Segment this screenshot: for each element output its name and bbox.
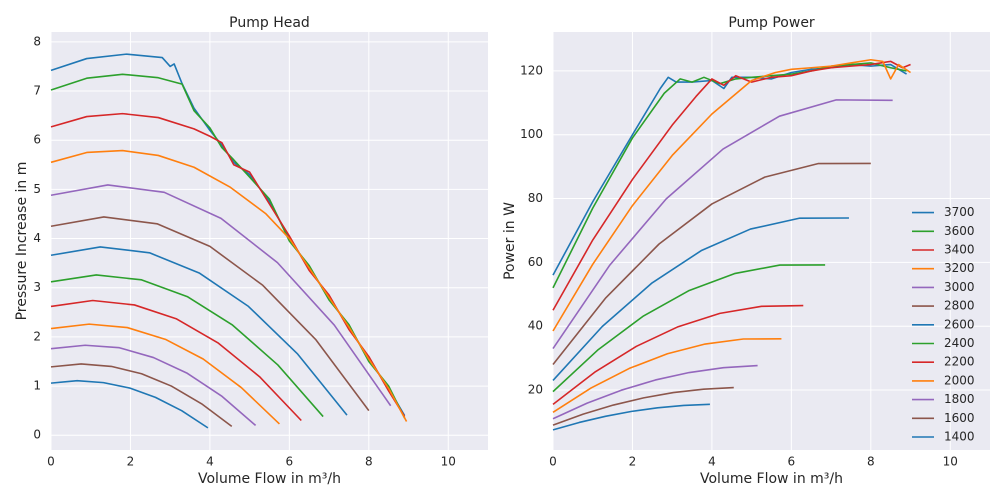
curve [50, 344, 257, 427]
y-tick-label: 120 [520, 63, 543, 77]
x-tick-label: 8 [867, 455, 875, 469]
x-axis-label: Volume Flow in m³/h [198, 471, 341, 487]
legend-label: 2800 [944, 299, 975, 313]
y-tick-label: 3 [33, 280, 41, 294]
x-tick-label: 8 [365, 455, 373, 469]
curve [552, 162, 871, 365]
curve [552, 264, 826, 393]
legend-label: 1400 [944, 430, 975, 444]
y-tick-label: 20 [528, 383, 543, 397]
y-tick-label: 1 [33, 379, 41, 393]
legend-label: 3600 [944, 224, 975, 238]
x-axis-label: Volume Flow in m³/h [700, 471, 843, 487]
curve [50, 363, 233, 428]
curve [552, 338, 782, 414]
curve [50, 299, 302, 422]
legend: 3700 3600 3400 3200 3000 2800 2600 2400 2200 2000… [912, 205, 975, 444]
y-axis-label: Power in W [502, 202, 518, 280]
x-tick-label: 2 [629, 455, 637, 469]
legend-label: 2000 [944, 373, 975, 387]
curve [552, 304, 804, 406]
legend-label: 3000 [944, 280, 975, 294]
curve [50, 149, 408, 422]
legend-label: 1600 [944, 411, 975, 425]
legend-label: 1800 [944, 392, 975, 406]
legend-label: 2200 [944, 355, 975, 369]
curve [50, 379, 209, 429]
y-tick-label: 2 [33, 329, 41, 343]
x-tick-label: 0 [47, 455, 55, 469]
y-tick-label: 4 [33, 231, 41, 245]
curve [552, 364, 758, 420]
x-tick-label: 0 [549, 455, 557, 469]
legend-label: 3700 [944, 205, 975, 219]
curve [50, 323, 280, 425]
x-tick-label: 10 [441, 455, 456, 469]
x-tick-label: 6 [286, 455, 294, 469]
curve [552, 60, 911, 311]
y-tick-label: 100 [520, 127, 543, 141]
curve [552, 403, 710, 431]
y-tick-label: 80 [528, 191, 543, 205]
legend-label: 3200 [944, 261, 975, 275]
x-tick-label: 6 [788, 455, 796, 469]
y-tick-label: 5 [33, 182, 41, 196]
curve [50, 184, 392, 407]
y-axis-label: Pressure Increase in m [14, 162, 30, 321]
x-tick-label: 10 [943, 455, 958, 469]
chart-title: Pump Power [728, 15, 815, 31]
y-tick-label: 0 [33, 428, 41, 442]
curve [552, 58, 911, 332]
curve [552, 386, 734, 426]
x-tick-label: 2 [127, 455, 135, 469]
legend-label: 2400 [944, 336, 975, 350]
plot-area [553, 32, 990, 450]
curve [50, 216, 370, 412]
y-tick-label: 60 [528, 255, 543, 269]
curve [552, 217, 849, 381]
x-tick-label: 4 [206, 455, 214, 469]
y-tick-label: 40 [528, 319, 543, 333]
plot-area [51, 32, 488, 450]
x-tick-label: 4 [708, 455, 716, 469]
curve [50, 246, 348, 416]
curve [552, 99, 893, 349]
legend-label: 3400 [944, 243, 975, 257]
curve [50, 274, 324, 418]
legend-label: 2600 [944, 317, 975, 331]
y-tick-label: 7 [33, 84, 41, 98]
y-tick-label: 6 [33, 133, 41, 147]
y-tick-label: 8 [33, 34, 41, 48]
chart-title: Pump Head [229, 15, 310, 31]
